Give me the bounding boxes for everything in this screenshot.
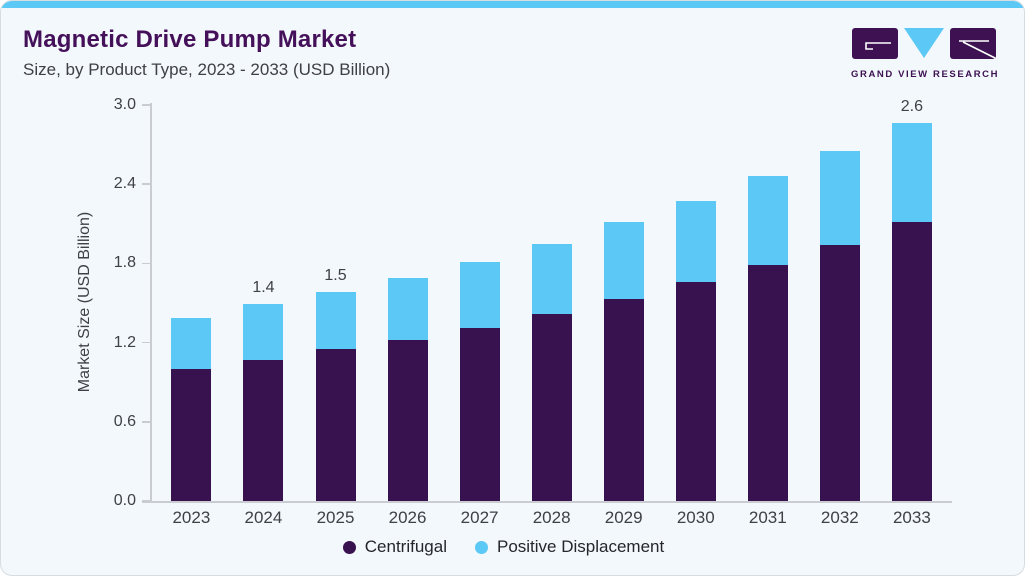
data-label-2025: 1.5 — [324, 267, 347, 285]
bar-positive-displacement-2030 — [675, 201, 716, 282]
x-tick-label-2028: 2028 — [532, 508, 571, 527]
logo-v-triangle — [904, 28, 944, 58]
bar-centrifugal-2028 — [531, 313, 572, 501]
x-tick-label-2030: 2030 — [676, 508, 715, 527]
y-tick-mark — [142, 183, 150, 185]
bar-centrifugal-2029 — [603, 299, 644, 501]
bar-centrifugal-2023 — [171, 369, 212, 501]
bar-positive-displacement-2029 — [603, 222, 644, 300]
bar-centrifugal-2024 — [243, 359, 284, 501]
y-tick-mark — [142, 500, 150, 502]
y-tick-label: 0.6 — [113, 412, 136, 430]
logo-r-glyph — [959, 40, 996, 59]
legend-swatch-centrifugal — [342, 540, 356, 554]
y-tick-label: 2.4 — [113, 175, 136, 193]
bar-positive-displacement-2025 — [315, 292, 356, 350]
bar-positive-displacement-2031 — [747, 176, 788, 265]
legend-label-centrifugal: Centrifugal — [364, 537, 447, 556]
y-tick-mark — [142, 421, 150, 423]
logo-r-block — [950, 28, 996, 59]
logo-text: GRAND VIEW RESEARCH — [851, 69, 1000, 80]
x-tick-label-2026: 2026 — [388, 508, 427, 527]
x-tick-label-2027: 2027 — [460, 508, 499, 527]
data-label-2024: 1.4 — [252, 279, 275, 297]
y-axis-title: Market Size (USD Billion) — [76, 211, 93, 393]
x-tick-label-2029: 2029 — [604, 508, 643, 527]
bar-centrifugal-2031 — [747, 264, 788, 501]
bar-centrifugal-2027 — [459, 328, 500, 501]
bar-positive-displacement-2026 — [387, 277, 428, 340]
y-tick-label: 1.8 — [113, 254, 136, 272]
bar-centrifugal-2026 — [387, 339, 428, 501]
chart-subtitle: Size, by Product Type, 2023 - 2033 (USD … — [23, 60, 391, 79]
x-tick-label-2031: 2031 — [748, 508, 787, 527]
x-tick-label-2025: 2025 — [316, 508, 355, 527]
bar-positive-displacement-2028 — [531, 243, 572, 314]
y-tick-label: 1.2 — [113, 333, 136, 351]
top-accent-bar — [1, 1, 1024, 8]
bar-positive-displacement-2032 — [819, 151, 860, 245]
bar-centrifugal-2025 — [315, 349, 356, 501]
y-axis-line — [150, 103, 152, 501]
y-tick-mark — [142, 262, 150, 265]
bar-positive-displacement-2033 — [891, 123, 932, 223]
legend-swatch-positive-displacement — [474, 540, 488, 554]
x-tick-label-2033: 2033 — [892, 508, 931, 527]
x-tick-label-2023: 2023 — [172, 508, 211, 527]
bar-centrifugal-2033 — [891, 222, 932, 501]
x-tick-label-2032: 2032 — [820, 508, 859, 527]
bar-centrifugal-2030 — [675, 281, 716, 501]
bar-positive-displacement-2024 — [243, 304, 284, 360]
x-axis-line — [142, 501, 952, 503]
bar-positive-displacement-2027 — [459, 262, 500, 329]
page-title: Magnetic Drive Pump Market — [23, 26, 357, 53]
legend-label-positive-displacement: Positive Displacement — [496, 537, 665, 556]
legend-item-centrifugal: Centrifugal — [342, 537, 447, 557]
legend: Centrifugal Positive Displacement — [1, 537, 1006, 557]
y-tick-mark — [142, 341, 150, 344]
data-label-2033: 2.6 — [900, 98, 924, 116]
chart-header: Magnetic Drive Pump Market Size, by Prod… — [23, 25, 390, 81]
y-tick-label: 0.0 — [113, 492, 136, 509]
logo-g-glyph — [865, 42, 891, 50]
bar-positive-displacement-2023 — [171, 317, 212, 369]
x-tick-label-2024: 2024 — [244, 508, 283, 527]
y-tick-label: 3.0 — [113, 96, 136, 113]
bar-centrifugal-2032 — [819, 244, 860, 501]
grand-view-research-logo: GRAND VIEW RESEARCH — [851, 27, 999, 80]
y-tick-mark — [142, 104, 150, 106]
legend-item-positive-displacement: Positive Displacement — [474, 537, 665, 557]
logo-mark — [852, 28, 996, 59]
